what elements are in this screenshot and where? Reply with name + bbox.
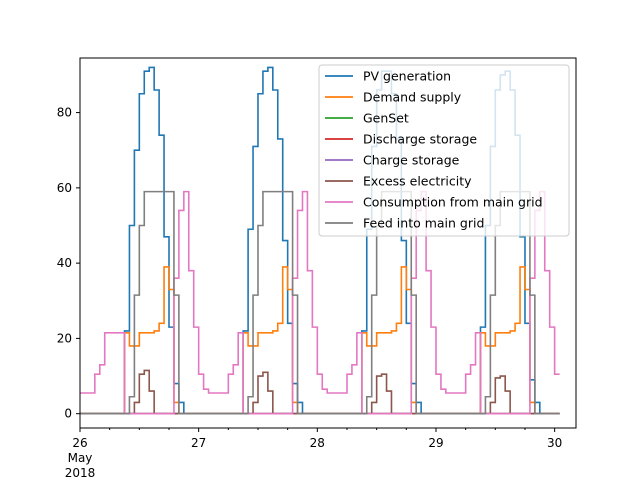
y-tick-label: 40 [57, 256, 72, 270]
series-line-7 [80, 190, 560, 415]
x-tick-label: 27 [191, 436, 206, 450]
x-tick-label: 28 [310, 436, 325, 450]
x-sublabel-year: 2018 [65, 466, 96, 480]
series-line-6 [80, 369, 560, 415]
legend-label: Demand supply [363, 90, 462, 105]
x-tick-label: 29 [428, 436, 443, 450]
legend-label: GenSet [363, 111, 409, 126]
series-line-8 [80, 190, 560, 415]
legend-label: Excess electricity [363, 174, 472, 189]
y-tick-label: 60 [57, 181, 72, 195]
y-tick-label: 20 [57, 331, 72, 345]
legend-label: Charge storage [363, 153, 460, 168]
y-tick-label: 0 [64, 407, 72, 421]
x-sublabel-month: May [68, 451, 93, 465]
legend-label: Discharge storage [363, 132, 477, 147]
legend: PV generation Demand supply GenSet Discharg… [318, 64, 570, 237]
x-axis: 26 27 28 29 30 [72, 428, 562, 450]
legend-label: Feed into main grid [363, 216, 484, 231]
y-axis: 0 20 40 60 80 [57, 106, 80, 421]
plot-frame [79, 57, 577, 429]
x-tick-label: 26 [72, 436, 87, 450]
legend-label: Consumption from main grid [363, 195, 543, 210]
y-tick-label: 80 [57, 106, 72, 120]
x-tick-label: 30 [547, 436, 562, 450]
legend-box [318, 64, 570, 237]
legend-label: PV generation [363, 69, 451, 84]
